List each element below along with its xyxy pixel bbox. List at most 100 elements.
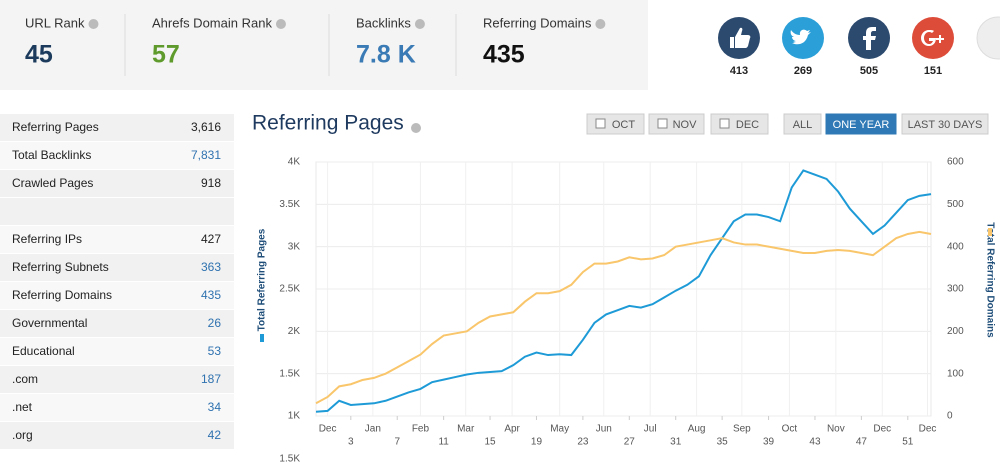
range-button[interactable] (901, 113, 989, 135)
stats-bar (0, 0, 648, 90)
range-button[interactable] (783, 113, 822, 135)
row-label: Educational (12, 344, 75, 358)
table-row (0, 338, 234, 365)
x-tick-label: 27 (624, 437, 636, 448)
row-label: Total Backlinks (12, 148, 91, 162)
month-label: OCT (612, 119, 636, 131)
x-tick-label: 3 (348, 437, 354, 448)
range-button[interactable] (825, 113, 897, 135)
stat-label: Referring Domains (483, 15, 592, 30)
x-tick-label: 51 (902, 437, 914, 448)
y2-tick-label: 100 (947, 368, 964, 379)
row-value[interactable]: 435 (201, 288, 221, 302)
row-value[interactable]: 42 (208, 428, 222, 442)
checkbox[interactable] (657, 118, 668, 129)
stat-value: 57 (152, 41, 180, 69)
x-tick-label: Oct (782, 424, 798, 435)
row-value[interactable]: 7,831 (191, 148, 221, 162)
stat-value: 7.8 K (356, 41, 416, 69)
chart-title: Referring Pages (252, 112, 404, 135)
row-value[interactable]: 26 (208, 316, 222, 330)
checkbox[interactable] (719, 118, 730, 129)
table-row (0, 226, 234, 253)
table-row (0, 394, 234, 421)
next-chart-tick: 1.5K (279, 454, 300, 463)
row-label: Referring Pages (12, 120, 99, 134)
social-glyph (790, 29, 811, 45)
x-tick-label: 47 (856, 437, 868, 448)
row-label: Referring Domains (12, 288, 112, 302)
legend-key (988, 228, 992, 236)
row-value[interactable]: 53 (208, 344, 222, 358)
x-tick-label: 11 (438, 437, 449, 448)
legend-key (260, 334, 264, 342)
x-tick-label: Mar (457, 424, 475, 435)
x-tick-label: Dec (319, 424, 337, 435)
row-label: Referring Subnets (12, 260, 109, 274)
row-value: 3,616 (191, 120, 221, 134)
x-tick-label: 19 (531, 437, 543, 448)
y2-tick-label: 400 (947, 241, 964, 252)
chart: Referring Pages 1K 1.5K 2K 2.5K 3K 3.5K 4K 0 100… (252, 112, 995, 463)
table-row (0, 422, 234, 449)
x-tick-label: Jun (596, 424, 612, 435)
table-row (0, 310, 234, 337)
x-tick-label: 23 (577, 437, 589, 448)
table-gap (0, 198, 234, 225)
table-row (0, 366, 234, 393)
row-value[interactable]: 187 (201, 372, 221, 386)
social-count: 269 (794, 65, 812, 77)
x-tick-label: Feb (412, 424, 430, 435)
info-icon[interactable] (275, 19, 286, 29)
row-label: .net (12, 400, 33, 414)
info-icon[interactable] (595, 19, 606, 29)
social-count: 505 (860, 65, 878, 77)
data-line (315, 169, 932, 413)
stat-label: Backlinks (356, 15, 411, 30)
y2-tick-label: 0 (947, 411, 953, 422)
stat-label: Ahrefs Domain Rank (152, 15, 272, 30)
row-label: .org (12, 428, 33, 442)
range-label: ONE YEAR (833, 119, 890, 131)
x-tick-label: Sep (733, 424, 751, 435)
table-row (0, 282, 234, 309)
controls: OCT NOV DEC ALL ONE YEAR LAST 30 DAYS (586, 113, 989, 135)
x-tick-label: Apr (504, 424, 520, 435)
table-row (0, 114, 234, 141)
y2-tick-label: 300 (947, 284, 964, 295)
y-tick-label: 2.5K (279, 284, 300, 295)
row-value[interactable]: 363 (201, 260, 221, 274)
y2-tick-label: 600 (947, 157, 964, 168)
social-glyph (730, 27, 751, 49)
x-tick-label: 31 (670, 437, 682, 448)
x-tick-label: 15 (484, 437, 496, 448)
x-tick-label: Aug (688, 424, 706, 435)
x-tick-label: Dec (919, 424, 937, 435)
data-line (315, 230, 932, 405)
info-icon[interactable] (88, 19, 99, 29)
stats: URL Rank 45 Ahrefs Domain Rank 57 Backlinks 7… (25, 14, 606, 76)
info-icon[interactable] (414, 19, 425, 29)
y-tick-label: 4K (288, 157, 301, 168)
social-count: 151 (924, 65, 942, 77)
range-label: LAST 30 DAYS (908, 119, 983, 131)
sidebar: Referring Pages 3,616 Total Backlinks 7,831… (0, 114, 234, 449)
social-glyph (921, 30, 944, 46)
row-value[interactable]: 34 (208, 400, 222, 414)
range-label: ALL (793, 119, 813, 131)
stat-label: URL Rank (25, 15, 85, 30)
checkbox[interactable] (595, 118, 606, 129)
social-icon[interactable] (976, 16, 1000, 60)
row-label: Crawled Pages (12, 176, 93, 190)
table-row (0, 142, 234, 169)
month-label: DEC (736, 119, 759, 131)
y-tick-label: 2K (288, 326, 301, 337)
info-icon[interactable] (411, 123, 421, 133)
legend-label: Total Referring Domains (984, 222, 995, 338)
x-tick-label: Jan (365, 424, 381, 435)
social: 413 269 505 151 (718, 16, 1000, 77)
row-value: 427 (201, 232, 221, 246)
row-label: .com (12, 372, 38, 386)
